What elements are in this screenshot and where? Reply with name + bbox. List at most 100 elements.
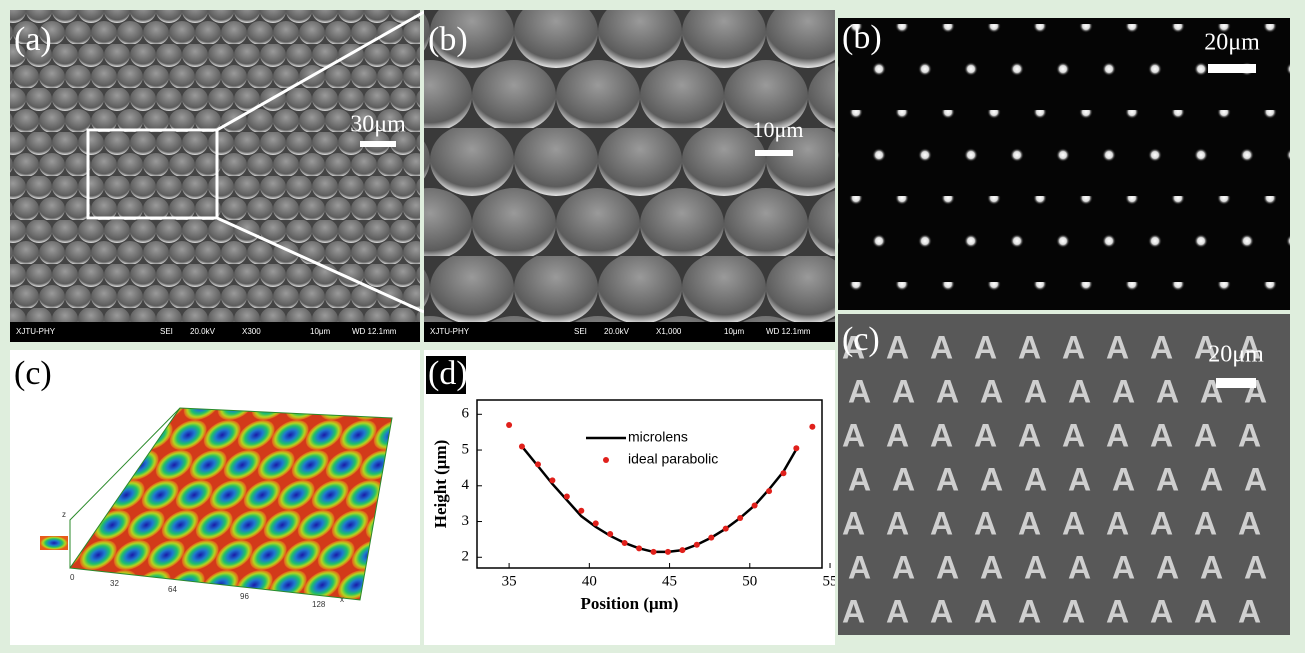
letter: A — [1244, 549, 1267, 585]
point — [780, 470, 787, 477]
letter: A — [1194, 505, 1217, 541]
focal-spot-image — [838, 18, 1290, 310]
point — [751, 502, 758, 509]
y-tick-label: 6 — [462, 406, 470, 422]
info-text: 20.0kV — [190, 327, 216, 336]
scale-label: 20μm — [1208, 342, 1264, 368]
letter: A — [930, 593, 953, 629]
letter: A — [892, 461, 915, 497]
scale-bar — [360, 141, 396, 147]
scale-label: 10μm — [753, 117, 804, 142]
letter: A — [1024, 373, 1047, 409]
point — [506, 422, 513, 429]
letter: A — [930, 417, 953, 453]
point — [722, 525, 729, 532]
chart-panel — [424, 350, 835, 645]
letter: A — [1156, 461, 1179, 497]
letter: A — [892, 549, 915, 585]
axis-label: 32 — [110, 579, 119, 588]
panel-label-bg — [426, 356, 466, 394]
legend-swatch — [603, 457, 609, 463]
letter: A — [848, 549, 871, 585]
legend-label: microlens — [628, 429, 688, 445]
letter: A — [1062, 329, 1085, 365]
letter: A — [1150, 417, 1173, 453]
zoom-line — [216, 10, 425, 132]
x-tick-label: 55 — [823, 573, 838, 589]
letter: A — [1018, 417, 1041, 453]
info-text: XJTU-PHY — [16, 327, 56, 336]
letter: A — [1156, 373, 1179, 409]
zoom-line — [216, 216, 425, 314]
letter: A — [1150, 329, 1173, 365]
sem-image — [424, 10, 835, 322]
point — [592, 520, 599, 527]
panel-label: (b) — [428, 21, 468, 58]
letter: A — [1068, 373, 1091, 409]
letter: A — [1200, 549, 1223, 585]
info-text: WD 12.1mm — [352, 327, 397, 336]
axis-label: 96 — [240, 592, 249, 601]
point — [679, 547, 686, 554]
letter: A — [936, 549, 959, 585]
point — [708, 534, 715, 541]
info-text: SEI — [160, 327, 173, 336]
point — [607, 531, 614, 538]
y-tick-label: 3 — [462, 513, 470, 529]
letter: A — [980, 549, 1003, 585]
letter: A — [936, 461, 959, 497]
letter: A — [1106, 329, 1129, 365]
letter: A — [1106, 505, 1129, 541]
info-text: 10μm — [310, 327, 331, 336]
y-tick-label: 4 — [462, 477, 470, 493]
x-tick-label: 50 — [742, 573, 757, 589]
surface — [69, 407, 393, 601]
letter: A — [848, 461, 871, 497]
letter: A — [886, 329, 909, 365]
letter: A — [1112, 549, 1135, 585]
letter: A — [1024, 461, 1047, 497]
letter: A — [974, 329, 997, 365]
info-text: X1,000 — [656, 327, 682, 336]
letter: A — [1018, 329, 1041, 365]
letter: A — [1018, 505, 1041, 541]
letter: A — [1106, 593, 1129, 629]
letter: A — [842, 505, 865, 541]
point — [563, 493, 570, 500]
point — [766, 488, 773, 495]
axis-frame — [69, 407, 181, 568]
letter: A — [1062, 593, 1085, 629]
letter: A — [848, 373, 871, 409]
letter: A — [974, 505, 997, 541]
letter: A — [886, 505, 909, 541]
x-axis-label: Position (μm) — [581, 594, 679, 613]
point — [534, 461, 541, 468]
letter: A — [1062, 505, 1085, 541]
scale-bar — [1208, 64, 1256, 73]
panel-label: (a) — [14, 21, 52, 58]
panel-label: (c) — [14, 355, 52, 392]
point — [650, 548, 657, 555]
color-scale — [40, 536, 68, 550]
y-tick-label: 5 — [462, 441, 470, 457]
panel-label: (d) — [428, 355, 468, 392]
point — [578, 507, 585, 514]
info-text: WD 12.1mm — [766, 327, 811, 336]
letter: A — [974, 417, 997, 453]
point — [664, 548, 671, 555]
point — [809, 423, 816, 430]
info-bar — [424, 322, 835, 342]
imaging-image — [838, 314, 1290, 635]
letter: A — [1112, 373, 1135, 409]
letter: A — [980, 373, 1003, 409]
letter: A — [886, 417, 909, 453]
letter: A — [930, 329, 953, 365]
scale-label: 30μm — [350, 112, 406, 138]
letter: A — [1194, 329, 1217, 365]
letter: A — [842, 593, 865, 629]
letter: A — [1068, 461, 1091, 497]
info-text: XJTU-PHY — [430, 327, 470, 336]
x-tick-label: 35 — [502, 573, 517, 589]
